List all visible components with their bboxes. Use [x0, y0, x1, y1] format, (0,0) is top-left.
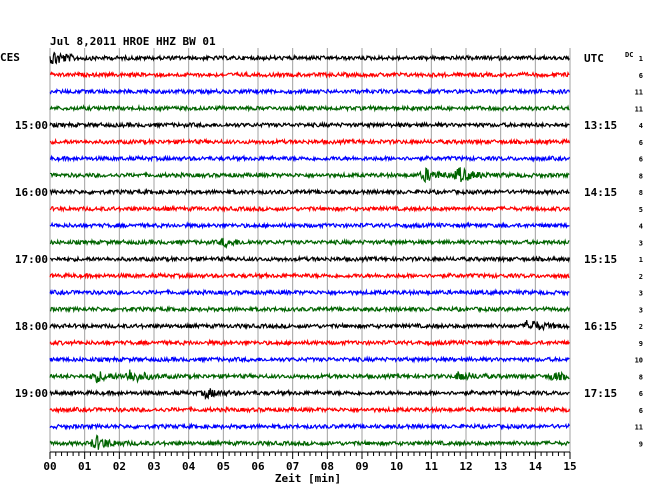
x-tick-label: 01: [78, 460, 92, 473]
trace-9: [49, 204, 570, 214]
x-axis-label: Zeit [min]: [275, 472, 341, 485]
x-tick-label: 07: [286, 460, 299, 473]
left-hour-label: 16:00: [15, 186, 48, 199]
dc-offset-value: 3: [639, 239, 643, 247]
trace-21: [49, 405, 570, 414]
dc-offset-value: 6: [639, 156, 643, 164]
dc-offset-value: 10: [635, 357, 643, 365]
trace-10: [49, 221, 570, 230]
left-hour-label: 19:00: [15, 387, 48, 400]
dc-label: DC: [625, 51, 633, 59]
dc-offset-value: 8: [639, 172, 643, 180]
dc-offset-value: 9: [639, 440, 643, 448]
dc-offset-value: 11: [635, 424, 643, 432]
x-tick-label: 06: [251, 460, 265, 473]
dc-offset-value: 8: [639, 373, 643, 381]
trace-0: [49, 51, 570, 65]
dc-offset-value: 11: [635, 89, 643, 97]
x-tick-label: 00: [43, 460, 56, 473]
dc-offset-value: 8: [639, 189, 643, 197]
x-tick-label: 14: [529, 460, 543, 473]
dc-offset-value: 2: [639, 273, 643, 281]
left-hour-label: 17:00: [15, 253, 48, 266]
right-hour-label: 13:15: [584, 119, 617, 132]
trace-17: [49, 338, 570, 347]
trace-2: [49, 87, 570, 96]
trace-1: [49, 70, 570, 79]
trace-5: [49, 137, 570, 147]
dc-offset-value: 5: [639, 206, 643, 214]
dc-offset-value: 4: [639, 223, 643, 231]
right-hour-label: 16:15: [584, 320, 617, 333]
left-hour-label: 15:00: [15, 119, 48, 132]
dc-offset-value: 11: [635, 105, 643, 113]
trace-15: [49, 305, 570, 314]
dc-offset-value: 1: [639, 55, 643, 63]
left-hour-labels: 15:00 16:00 17:00 18:00 19:00: [15, 119, 48, 400]
x-tick-label: 05: [217, 460, 230, 473]
trace-13: [49, 271, 570, 281]
dc-offset-value: 6: [639, 72, 643, 80]
right-hour-label: UTC: [584, 52, 604, 65]
trace-16: [49, 319, 570, 332]
right-hour-labels: UTC 13:15 14:15 15:15 16:15 17:15: [584, 52, 617, 400]
dc-offset-values: 1 6 11 11 4 6 6 8 8 5 4 3 1 2 3 3 2 9 10 8 6 6 11 9: [635, 55, 643, 448]
x-axis: 00 01 02 03 04 05 06 07 08 09 10 11 12 13 14 15: [43, 451, 577, 473]
dc-offset-value: 6: [639, 139, 643, 147]
x-tick-label: 13: [494, 460, 507, 473]
x-tick-label: 03: [147, 460, 160, 473]
x-tick-label: 08: [321, 460, 334, 473]
left-hour-label: 18:00: [15, 320, 48, 333]
dc-offset-value: 6: [639, 390, 643, 398]
trace-23: [49, 434, 570, 450]
trace-6: [49, 154, 570, 163]
dc-offset-value: 6: [639, 407, 643, 415]
x-tick-label: 11: [425, 460, 439, 473]
x-tick-label: 09: [355, 460, 368, 473]
trace-3: [49, 103, 570, 113]
trace-14: [49, 288, 570, 297]
right-hour-label: 17:15: [584, 387, 617, 400]
trace-11: [49, 237, 570, 250]
x-tick-label: 15: [563, 460, 576, 473]
trace-7: [49, 166, 570, 184]
trace-18: [49, 355, 570, 364]
right-hour-label: 14:15: [584, 186, 617, 199]
dc-offset-value: 4: [639, 122, 643, 130]
x-tick-label: 02: [113, 460, 126, 473]
minute-gridlines: [49, 48, 571, 452]
dc-offset-value: 2: [639, 323, 643, 331]
trace-12: [49, 254, 570, 264]
seismic-traces: [49, 51, 570, 450]
trace-4: [49, 120, 570, 130]
chart-title: Jul 8,2011 HROE HHZ BW 01: [50, 35, 216, 48]
trace-19: [49, 369, 570, 384]
x-tick-label: 10: [390, 460, 403, 473]
trace-22: [49, 422, 570, 431]
dc-offset-value: 9: [639, 340, 643, 348]
dc-offset-value: 3: [639, 290, 643, 298]
dc-offset-value: 1: [639, 256, 643, 264]
x-tick-label: 04: [182, 460, 196, 473]
left-timezone-label: CES: [0, 51, 20, 64]
right-hour-label: 15:15: [584, 253, 617, 266]
trace-20: [49, 388, 570, 401]
x-tick-label: 12: [459, 460, 472, 473]
dc-offset-value: 3: [639, 306, 643, 314]
trace-8: [49, 187, 570, 197]
